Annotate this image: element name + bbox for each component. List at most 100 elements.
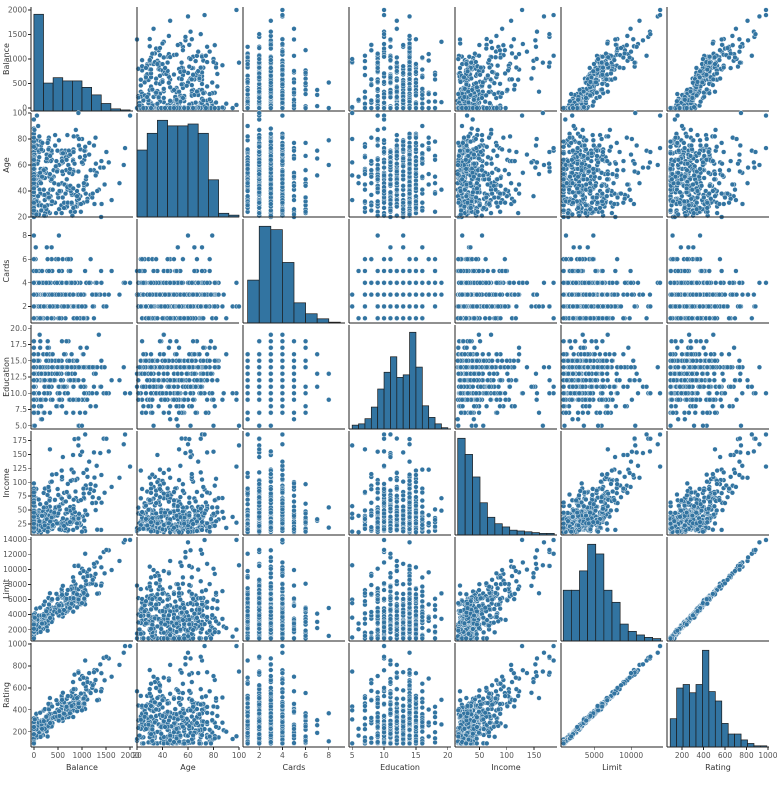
scatter-point-age-vs-income-385 <box>463 181 470 188</box>
scatter-point-age-vs-balance-384 <box>39 174 45 180</box>
scatter-point-balance-vs-age-258 <box>189 76 195 82</box>
scatter-point-age-vs-income-381 <box>461 135 467 141</box>
scatter-point-age-vs-rating-7 <box>712 127 719 133</box>
scatter-point-balance-vs-income-344 <box>477 72 483 78</box>
scatter-point-age-vs-income-36 <box>532 165 538 171</box>
scatter-point-age-vs-education-326 <box>413 146 419 153</box>
scatter-point-age-vs-limit-141 <box>610 180 617 186</box>
scatter-point-balance-vs-limit-349 <box>604 40 610 47</box>
scatter-point-age-vs-income-346 <box>473 145 479 151</box>
scatter-point-cards-vs-balance-111 <box>49 244 55 250</box>
scatter-point-age-vs-income-397 <box>455 140 461 146</box>
scatter-point-age-vs-limit-293 <box>579 161 585 167</box>
scatter-point-age-vs-cards-175 <box>268 131 274 137</box>
histogram-bar-age-3 <box>167 125 179 218</box>
scatter-point-age-vs-balance-353 <box>47 153 53 159</box>
histogram-bar-balance-6 <box>91 94 102 112</box>
scatter-point-age-vs-limit-305 <box>561 139 567 145</box>
scatter-point-age-vs-limit-238 <box>583 137 589 143</box>
scatter-point-balance-vs-cards-30 <box>279 7 286 13</box>
scatter-point-age-vs-education-241 <box>394 137 400 143</box>
scatter-point-age-vs-limit-376 <box>561 171 567 177</box>
scatter-point-age-vs-education-397 <box>426 140 432 146</box>
scatter-point-balance-vs-income-361 <box>489 45 495 51</box>
scatter-point-age-vs-education-182 <box>413 140 419 146</box>
scatter-point-age-vs-income-38 <box>479 137 485 143</box>
scatter-point-age-vs-balance-181 <box>77 154 83 160</box>
scatter-point-age-vs-rating-309 <box>675 180 681 186</box>
scatter-point-age-vs-limit-28 <box>636 180 643 186</box>
scatter-point-balance-vs-education-214 <box>362 101 368 107</box>
scatter-point-age-vs-cards-336 <box>291 183 297 189</box>
scatter-point-age-vs-income-291 <box>471 152 477 158</box>
scatter-point-age-vs-education-276 <box>419 187 425 193</box>
scatter-point-age-vs-income-343 <box>486 176 492 182</box>
scatter-point-balance-vs-rating-384 <box>682 97 688 103</box>
scatter-point-balance-vs-cards-382 <box>268 57 274 63</box>
scatter-point-balance-vs-limit-327 <box>608 70 614 77</box>
scatter-point-age-vs-rating-367 <box>712 171 718 177</box>
scatter-point-age-vs-education-368 <box>406 200 413 206</box>
scatter-point-age-vs-rating-267 <box>684 133 690 140</box>
scatter-point-age-vs-balance-279 <box>41 192 48 198</box>
scatter-point-age-vs-education-378 <box>394 204 400 210</box>
scatter-point-balance-vs-income-226 <box>511 36 517 42</box>
scatter-point-balance-vs-education-382 <box>387 57 394 63</box>
scatter-point-age-vs-rating-339 <box>732 187 738 193</box>
scatter-point-age-vs-balance-103 <box>71 133 77 140</box>
scatter-point-age-vs-income-73 <box>494 153 500 159</box>
scatter-point-age-vs-cards-395 <box>279 207 286 214</box>
scatter-point-balance-vs-income-258 <box>509 76 515 82</box>
scatter-point-age-vs-rating-347 <box>736 152 743 158</box>
scatter-point-balance-vs-income-117 <box>541 13 547 20</box>
scatter-point-balance-vs-rating-359 <box>694 92 700 98</box>
scatter-point-age-vs-rating-178 <box>717 167 723 173</box>
scatter-point-age-vs-balance-379 <box>31 157 37 163</box>
scatter-point-age-vs-limit-359 <box>587 206 593 212</box>
scatter-point-age-vs-income-376 <box>455 171 461 177</box>
scatter-point-balance-vs-limit-347 <box>628 49 634 55</box>
scatter-point-age-vs-rating-196 <box>726 200 732 206</box>
scatter-point-age-vs-rating-340 <box>704 205 710 211</box>
scatter-point-balance-vs-limit-212 <box>612 36 618 43</box>
scatter-point-balance-vs-age-344 <box>190 72 196 78</box>
scatter-point-age-vs-income-256 <box>490 148 497 154</box>
scatter-point-age-vs-rating-338 <box>688 142 694 149</box>
scatter-point-age-vs-cards-312 <box>245 202 251 208</box>
scatter-point-age-vs-education-52 <box>432 209 438 215</box>
scatter-point-age-vs-limit-30 <box>657 112 663 119</box>
histogram-bar-balance-5 <box>81 87 92 112</box>
scatter-point-age-vs-income-377 <box>455 162 461 168</box>
scatter-point-age-vs-income-46 <box>495 167 501 173</box>
scatter-point-balance-vs-education-66 <box>432 98 438 105</box>
scatter-point-age-vs-income-331 <box>493 187 499 193</box>
scatter-point-age-vs-balance-211 <box>64 132 70 138</box>
scatter-point-age-vs-income-384 <box>471 174 477 180</box>
scatter-point-age-vs-balance-300 <box>46 194 52 201</box>
scatter-point-balance-vs-income-9 <box>488 39 494 45</box>
scatter-point-balance-vs-income-257 <box>476 53 482 59</box>
scatter-point-balance-vs-education-122 <box>375 79 381 85</box>
scatter-point-balance-vs-rating-331 <box>712 54 718 60</box>
scatter-point-age-vs-education-26 <box>426 171 432 177</box>
scatter-point-balance-vs-age-393 <box>159 79 166 85</box>
scatter-point-age-vs-limit-380 <box>575 205 581 211</box>
scatter-point-age-vs-cards-305 <box>268 139 274 145</box>
scatter-point-age-vs-rating-317 <box>763 145 769 151</box>
scatter-point-age-vs-education-80 <box>381 165 387 171</box>
scatter-point-age-vs-rating-264 <box>696 150 702 156</box>
scatter-point-balance-vs-age-211 <box>214 71 220 77</box>
scatter-point-age-vs-balance-339 <box>80 187 87 193</box>
scatter-point-age-vs-education-272 <box>349 110 355 116</box>
scatter-point-age-vs-rating-346 <box>682 145 688 151</box>
scatter-point-age-vs-limit-372 <box>564 180 570 186</box>
scatter-point-balance-vs-education-339 <box>394 54 400 61</box>
scatter-point-age-vs-education-254 <box>413 198 419 205</box>
scatter-point-age-vs-rating-159 <box>733 197 739 203</box>
scatter-point-age-vs-balance-397 <box>45 140 51 146</box>
scatter-point-age-vs-limit-368 <box>594 200 601 206</box>
scatter-point-balance-vs-limit-180 <box>634 44 640 50</box>
scatter-point-age-vs-income-338 <box>494 142 500 149</box>
scatter-point-balance-vs-rating-117 <box>756 13 763 20</box>
scatter-point-balance-vs-education-395 <box>387 105 394 111</box>
